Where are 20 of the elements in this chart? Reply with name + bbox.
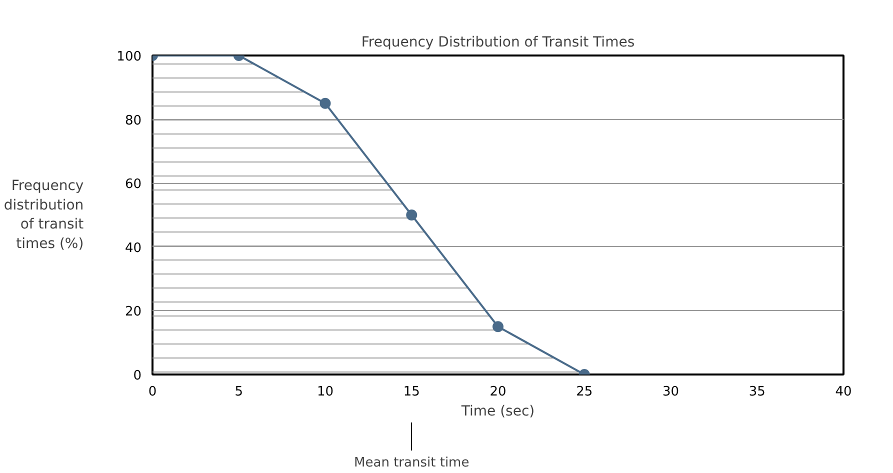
x-tick-label: 35 bbox=[748, 384, 766, 400]
y-axis-title: Frequency distribution of transit times (%) bbox=[4, 178, 84, 252]
y-tick-label: 20 bbox=[124, 304, 142, 320]
x-axis-title: Time (sec) bbox=[460, 404, 535, 420]
x-tick-label: 0 bbox=[148, 384, 157, 400]
y-tick-label: 80 bbox=[124, 113, 142, 128]
x-tick-label: 5 bbox=[234, 384, 244, 400]
x-tick-label: 25 bbox=[576, 384, 593, 400]
x-tick-label: 10 bbox=[316, 384, 334, 400]
y-tick-label: 0 bbox=[133, 368, 142, 384]
x-tick-label: 40 bbox=[835, 384, 852, 400]
x-tick-label: 30 bbox=[662, 384, 680, 400]
y-tick-label: 40 bbox=[124, 240, 142, 256]
y-tick-label: 100 bbox=[116, 50, 142, 64]
annotation: Mean transit time bbox=[354, 456, 470, 470]
point bbox=[406, 210, 418, 220]
chart-title: Frequency Distribution of Transit Times bbox=[361, 34, 635, 50]
y-tick-label: 60 bbox=[124, 177, 142, 192]
x-tick-label: 15 bbox=[403, 384, 420, 400]
x-tick-label: 20 bbox=[490, 384, 506, 400]
